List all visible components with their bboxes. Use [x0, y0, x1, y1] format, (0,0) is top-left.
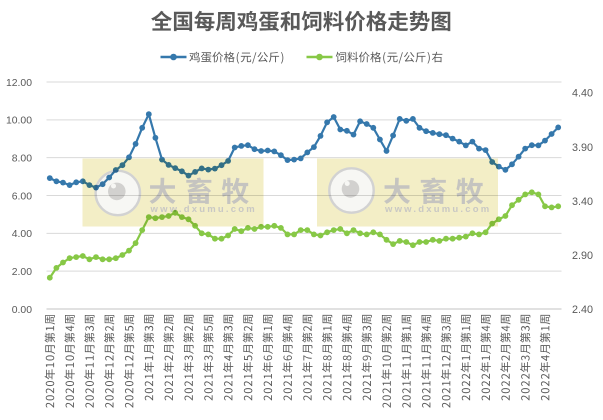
svg-text:2.40: 2.40 — [572, 304, 593, 316]
svg-text:3.40: 3.40 — [572, 196, 593, 208]
svg-text:8.00: 8.00 — [12, 154, 32, 165]
svg-text:4.00: 4.00 — [12, 229, 32, 240]
svg-text:3.90: 3.90 — [572, 142, 593, 154]
svg-text:0.00: 0.00 — [12, 305, 32, 316]
svg-text:4.40: 4.40 — [572, 88, 593, 100]
svg-text:www.dxumu.com: www.dxumu.com — [150, 204, 257, 215]
svg-text:12.00: 12.00 — [6, 78, 32, 89]
svg-text:6.00: 6.00 — [12, 191, 32, 202]
svg-text:10.00: 10.00 — [6, 116, 32, 127]
svg-text:2.90: 2.90 — [572, 250, 593, 262]
svg-text:2.00: 2.00 — [12, 267, 32, 278]
svg-text:www.dxumu.com: www.dxumu.com — [384, 204, 491, 215]
